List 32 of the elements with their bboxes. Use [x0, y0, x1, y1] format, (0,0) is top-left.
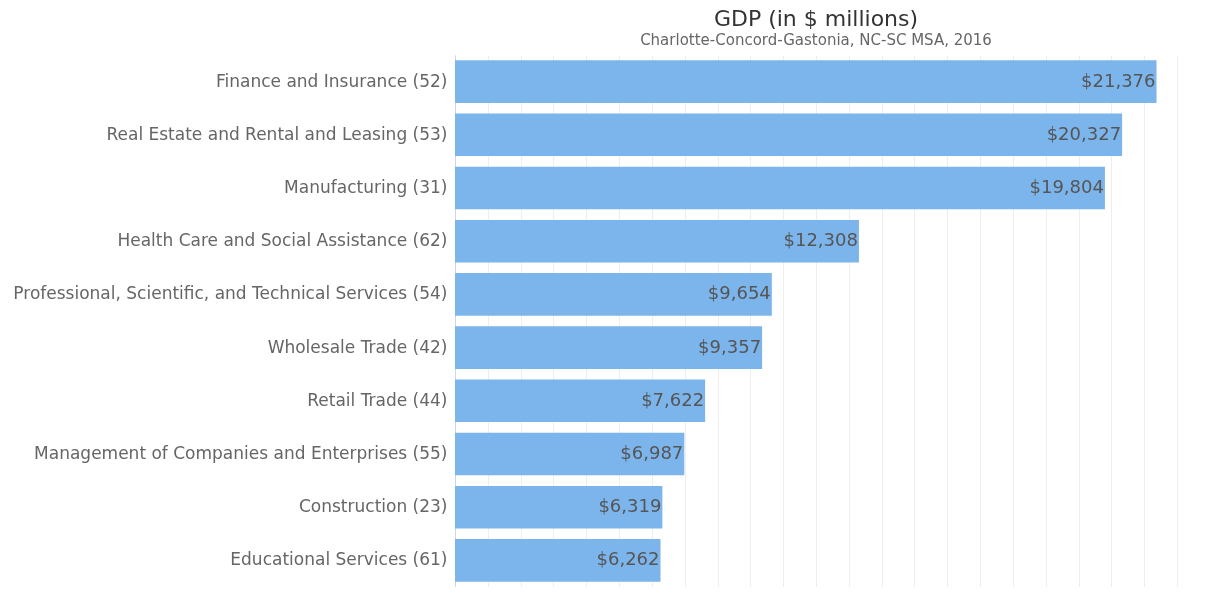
data-label: $7,622	[641, 388, 705, 410]
data-label: $20,327	[1046, 122, 1122, 144]
y-tick-label: Retail Trade (44)	[307, 389, 448, 410]
bar	[455, 432, 685, 476]
data-label: $9,654	[707, 282, 771, 304]
data-label: $12,308	[783, 229, 858, 251]
bar	[455, 539, 661, 582]
y-tick-label: Finance and Insurance (52)	[215, 70, 448, 91]
chart-subtitle: Charlotte-Concord-Gastonia, NC-SC MSA, 2016	[640, 31, 992, 49]
bar	[455, 273, 772, 316]
data-label: $19,804	[1029, 176, 1104, 197]
bar	[455, 485, 663, 529]
bar	[455, 326, 763, 369]
data-label: $6,262	[596, 548, 660, 570]
data-label: $9,357	[698, 335, 762, 357]
y-tick-label: Educational Services (61)	[230, 549, 448, 570]
y-tick-label: Management of Companies and Enterprises (55)	[34, 443, 448, 463]
bar	[455, 166, 1105, 210]
chart-title: GDP (in $ millions)	[713, 6, 919, 31]
y-tick-label: Professional, Scientific, and Technical Services (54)	[13, 283, 448, 304]
y-tick-label: Construction (23)	[298, 496, 448, 517]
data-label: $6,319	[598, 495, 662, 517]
bar	[455, 60, 1157, 103]
data-label: $6,987	[620, 442, 684, 463]
y-tick-label: Manufacturing (31)	[284, 177, 448, 197]
bar	[455, 113, 1123, 157]
bar	[455, 379, 706, 423]
y-tick-label: Health Care and Social Assistance (62)	[117, 230, 448, 251]
y-tick-label: Real Estate and Rental and Leasing (53)	[106, 123, 448, 144]
y-tick-label: Wholesale Trade (42)	[267, 336, 448, 357]
data-label: $21,376	[1081, 69, 1156, 91]
bar	[455, 219, 859, 263]
